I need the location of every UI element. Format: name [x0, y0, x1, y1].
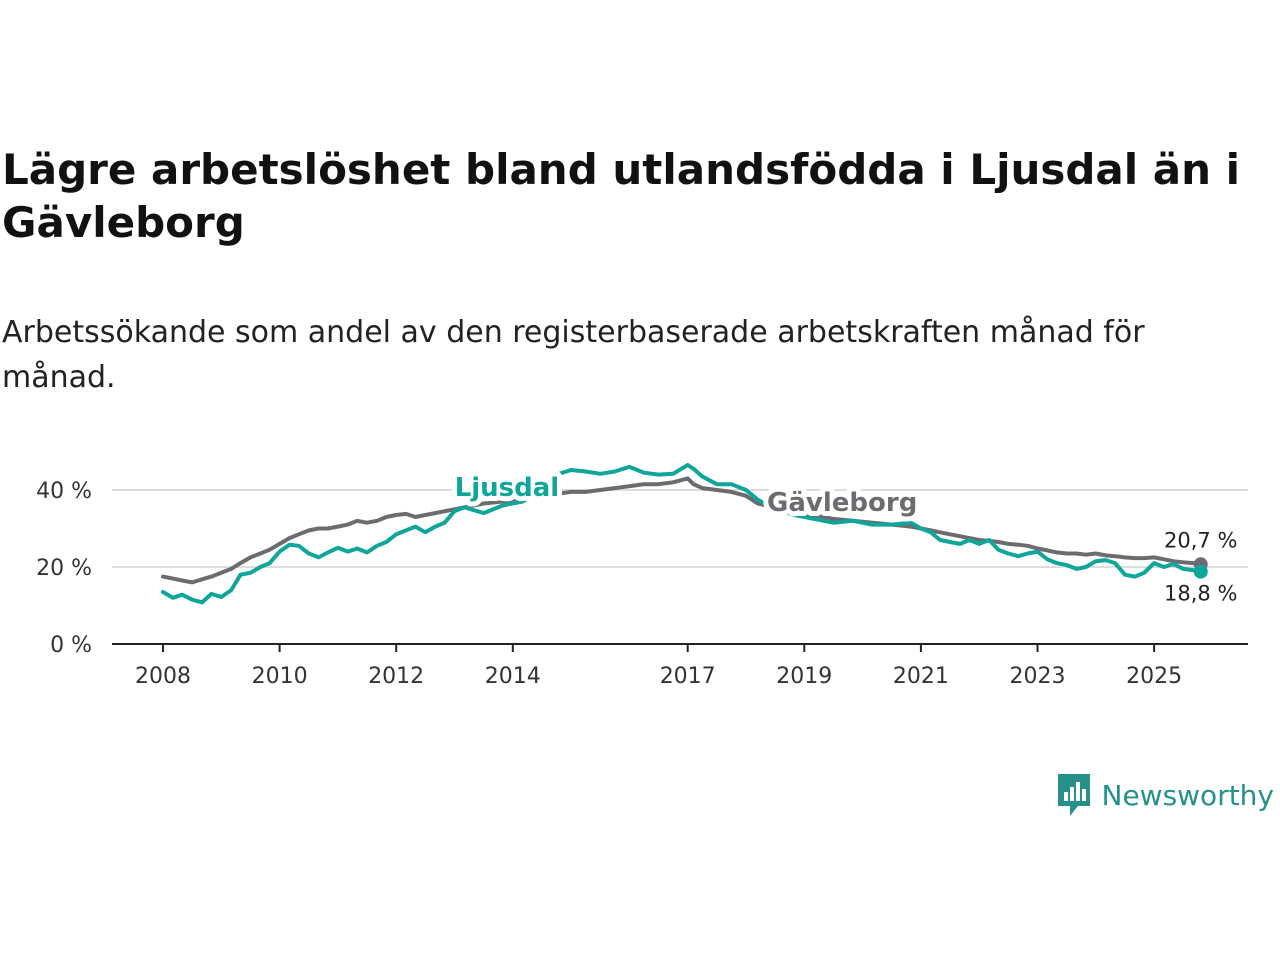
brand-name: Newsworthy [1101, 778, 1275, 812]
x-tick-label: 2012 [368, 664, 424, 689]
series-line-gavleborg [161, 476, 1203, 585]
chart-subtitle: Arbetssökande som andel av den registerb… [2, 315, 1145, 395]
end-value-label: 20,7 % [1164, 528, 1237, 552]
chart-title: Lägre arbetslöshet bland utlandsfödda i … [2, 145, 1241, 247]
x-tick-label: 2021 [893, 664, 949, 689]
series-line-ljusdal [161, 463, 1203, 605]
series-name-label: Gävleborg [767, 488, 917, 518]
y-tick-label: 0 % [50, 633, 92, 658]
x-tick-label: 2019 [776, 664, 832, 689]
x-tick-label: 2010 [252, 664, 308, 689]
series-name-halo: Ljusdal [455, 473, 560, 503]
end-value-label: 18,8 % [1164, 582, 1237, 606]
x-tick-label: 2008 [135, 664, 191, 689]
series-end-point [1193, 564, 1208, 579]
series-name-label: Ljusdal [455, 473, 560, 503]
line-chart: 0 % 20 % 40 % 2008 2010 2012 2014 2017 2019 2021 2… [36, 463, 1248, 689]
y-tick-label: 20 % [36, 556, 92, 581]
newsworthy-logo[interactable]: Newsworthy [1056, 772, 1275, 818]
grid-lines [112, 489, 1248, 568]
y-tick-label: 40 % [36, 479, 92, 504]
x-tick-label: 2023 [1010, 664, 1066, 689]
newsworthy-logo-icon [1057, 774, 1090, 816]
axes: 0 % 20 % 40 % 2008 2010 2012 2014 2017 2019 2021 2… [36, 479, 1248, 689]
x-tick-label: 2017 [660, 664, 716, 689]
x-tick-label: 2014 [485, 664, 541, 689]
series-lines [161, 463, 1208, 605]
x-tick-label: 2025 [1126, 664, 1182, 689]
series-name-halo: Gävleborg [767, 488, 917, 518]
